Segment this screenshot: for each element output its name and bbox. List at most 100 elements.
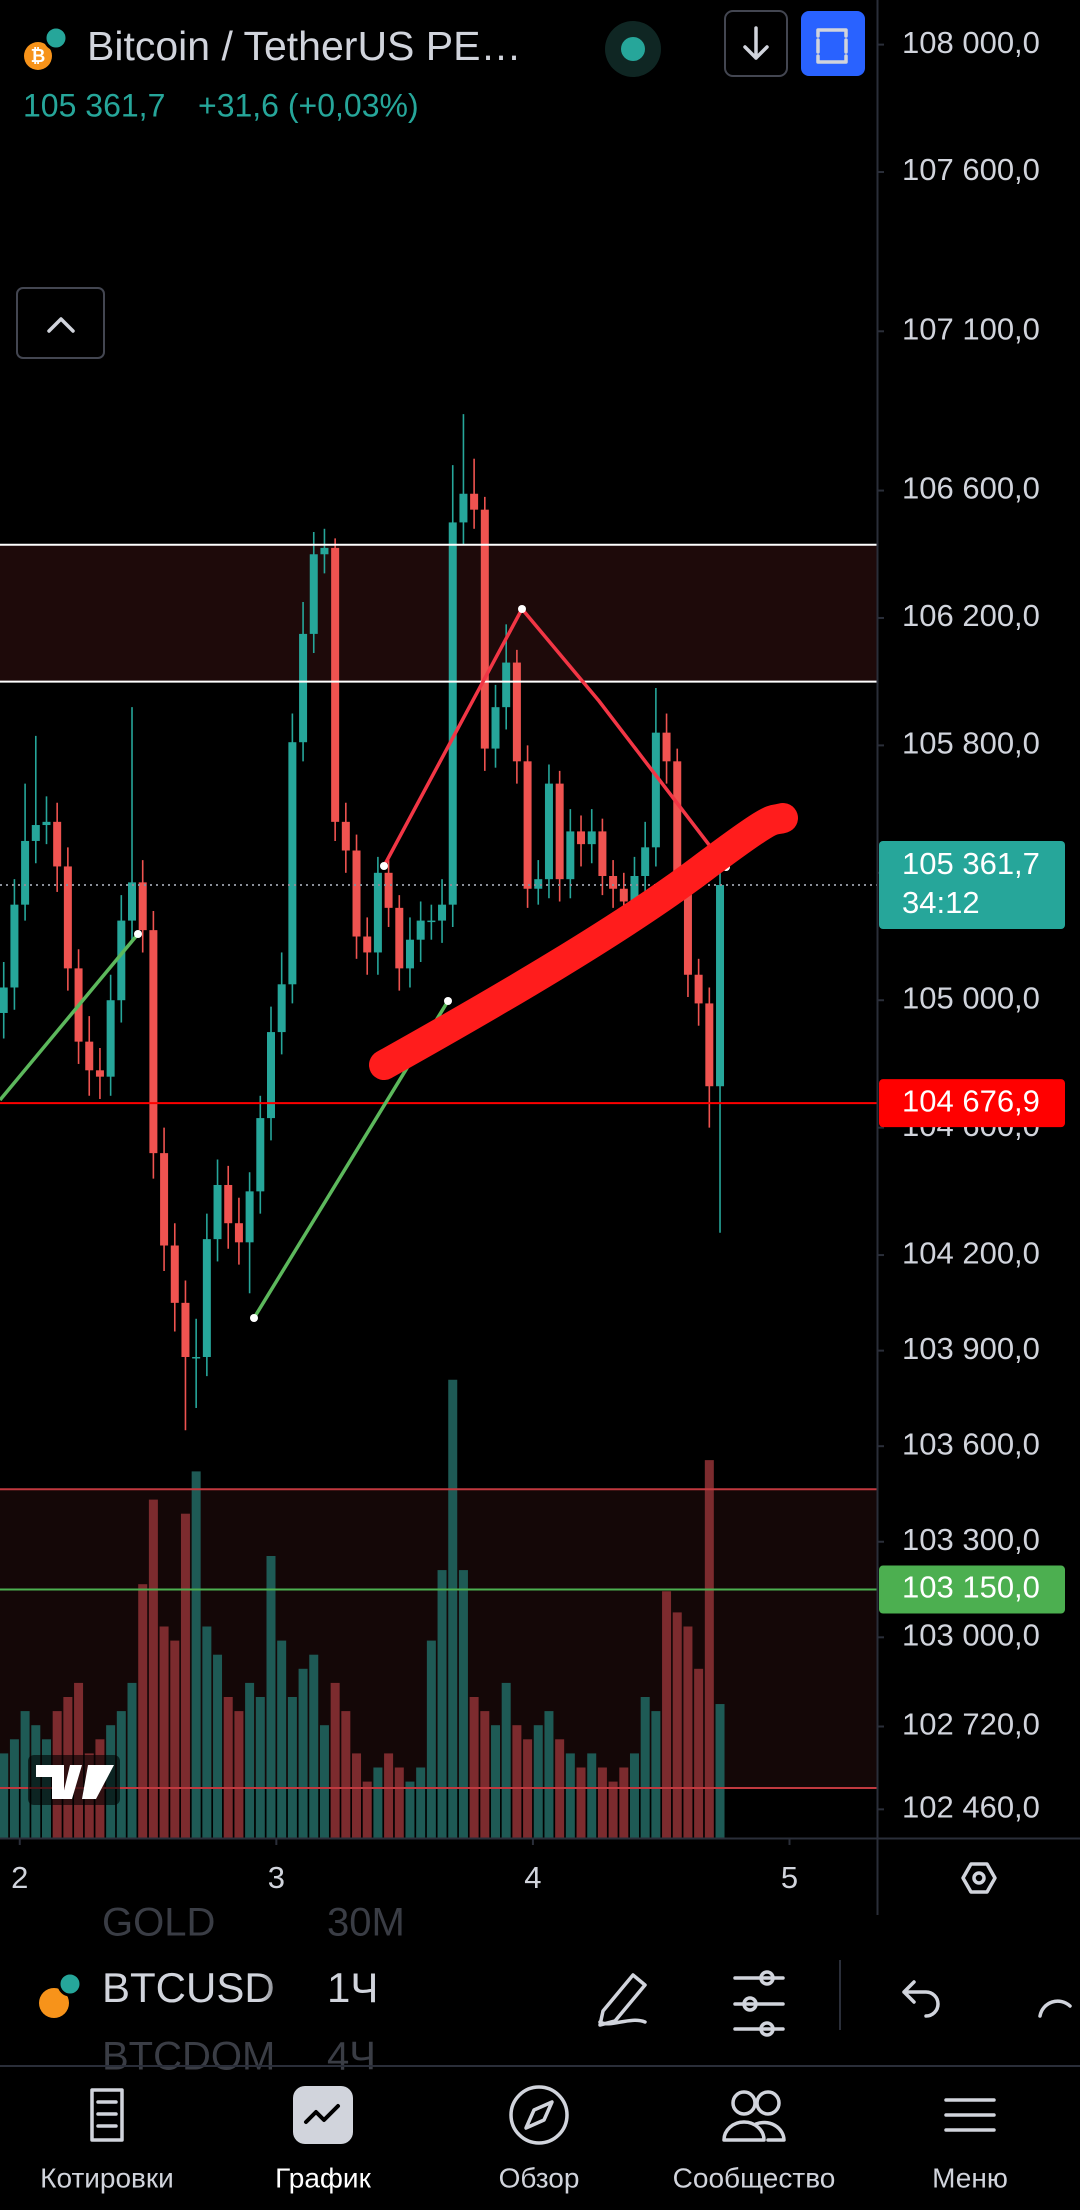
anchor-dots [134, 605, 730, 1322]
volume-bar [437, 1570, 447, 1838]
y-tick-label: 103 600,0 [902, 1426, 1040, 1461]
last-price-label: 105 361,7 [902, 846, 1040, 881]
interval-below: 4Ч [327, 2035, 376, 2079]
interval[interactable]: 1Ч [327, 1964, 378, 2011]
candle-body [598, 831, 607, 876]
volume-bar [405, 1781, 415, 1838]
candle-body [181, 1302, 190, 1357]
candle-body [459, 493, 468, 523]
y-tick-label: 106 600,0 [902, 471, 1040, 506]
drawings [0, 605, 798, 1322]
candle-body [256, 1118, 265, 1192]
y-tick-label: 104 200,0 [902, 1235, 1040, 1270]
nav-label: График [275, 2162, 371, 2193]
last-price-box [879, 841, 1065, 930]
exchange-icon [57, 1971, 83, 1997]
zone [0, 544, 877, 682]
volume-bar [309, 1654, 319, 1838]
candle-body [95, 1070, 104, 1077]
bottom-nav: Котировки График Обзор Сообщество Меню [0, 2065, 1080, 2193]
candle-body [502, 662, 511, 708]
volume-bar [159, 1626, 169, 1838]
volume-bar [298, 1668, 308, 1838]
redo-button[interactable] [1038, 1999, 1072, 2018]
nav-label: Котировки [40, 2162, 174, 2193]
volume-bar [715, 1704, 725, 1838]
header: ₿ Bitcoin / TetherUS PE… 105 361,7 +31,6… [16, 10, 865, 359]
nav-label: Обзор [499, 2162, 580, 2193]
volume-bar [127, 1682, 137, 1838]
candle-body [277, 984, 286, 1033]
candle-body [716, 885, 725, 1087]
candle-body [245, 1191, 254, 1243]
candle-body [234, 1223, 243, 1243]
volume-bar [287, 1697, 297, 1838]
candle-body [31, 825, 40, 841]
volume-bar [619, 1767, 629, 1838]
candle-body [587, 831, 596, 845]
fullscreen-button[interactable] [801, 11, 865, 76]
settings-button[interactable] [961, 1862, 997, 1894]
nav-menu[interactable]: Меню [932, 2098, 1008, 2193]
nav-chart[interactable]: График [275, 2086, 372, 2193]
candle-body [160, 1153, 169, 1246]
volume-bar [213, 1654, 223, 1838]
candle-body [673, 761, 682, 876]
volume-bar [565, 1753, 575, 1838]
nav-quotes[interactable]: Котировки [40, 2088, 174, 2193]
candle-body [480, 509, 489, 749]
y-tick-label: 108 000,0 [902, 25, 1040, 60]
settings-icon [972, 1871, 986, 1885]
logo [28, 1755, 120, 1805]
volume-bar [608, 1781, 618, 1838]
price-lines [0, 543, 877, 1789]
candle-body [619, 888, 628, 902]
collapse-button[interactable] [16, 287, 105, 359]
x-tick-label: 5 [781, 1860, 798, 1895]
market-status-dot [621, 37, 645, 61]
candle-body [128, 882, 137, 921]
volume-bar [491, 1725, 501, 1838]
y-tick-label: 105 800,0 [902, 726, 1040, 761]
undo-button[interactable] [902, 1980, 940, 2018]
coin-icon [39, 1988, 69, 2018]
time-axis: 2 3 4 5 [0, 1837, 1080, 1895]
volume-bar [672, 1612, 682, 1838]
candle-body [651, 732, 660, 848]
nav-overview[interactable]: Обзор [499, 2085, 580, 2193]
candle-body [566, 831, 575, 880]
nav-label: Меню [932, 2162, 1008, 2193]
volume-bar [416, 1767, 426, 1838]
candle-body [405, 939, 414, 969]
volume-bar [448, 1379, 458, 1838]
candle-body [555, 783, 564, 880]
candle-body [352, 850, 361, 937]
volume-bar [148, 1499, 158, 1838]
y-tick-label: 103 300,0 [902, 1522, 1040, 1557]
volume-bar [458, 1570, 468, 1838]
volume-bar [426, 1640, 436, 1838]
collapse-icon [47, 317, 75, 333]
symbol-title[interactable]: Bitcoin / TetherUS PE… [87, 23, 521, 69]
volume-bar [533, 1725, 543, 1838]
x-axis: 2 3 4 5 [11, 1839, 798, 1895]
symbol[interactable]: BTCUSDT [102, 1964, 300, 2011]
y-tick-label: 107 100,0 [902, 311, 1040, 346]
price-label: 103 150,0 [902, 1570, 1040, 1605]
candle-body [288, 742, 297, 985]
volume-bar [576, 1767, 586, 1838]
nav-community[interactable]: Сообщество [673, 2090, 836, 2193]
candle-body [416, 920, 425, 940]
candle-body [85, 1041, 94, 1071]
draw-button[interactable] [598, 1973, 647, 2027]
price-change: +31,6 (+0,03%) [198, 87, 419, 123]
candle-body [149, 930, 158, 1154]
volume-bar [629, 1753, 639, 1838]
candle-body [202, 1239, 211, 1357]
candle-body [53, 821, 62, 867]
volume-bar [20, 1711, 30, 1838]
candle-body [609, 875, 618, 889]
coin-glyph: ₿ [31, 46, 46, 66]
triangle-drawing [382, 605, 728, 869]
fullscreen-icon [816, 28, 848, 64]
